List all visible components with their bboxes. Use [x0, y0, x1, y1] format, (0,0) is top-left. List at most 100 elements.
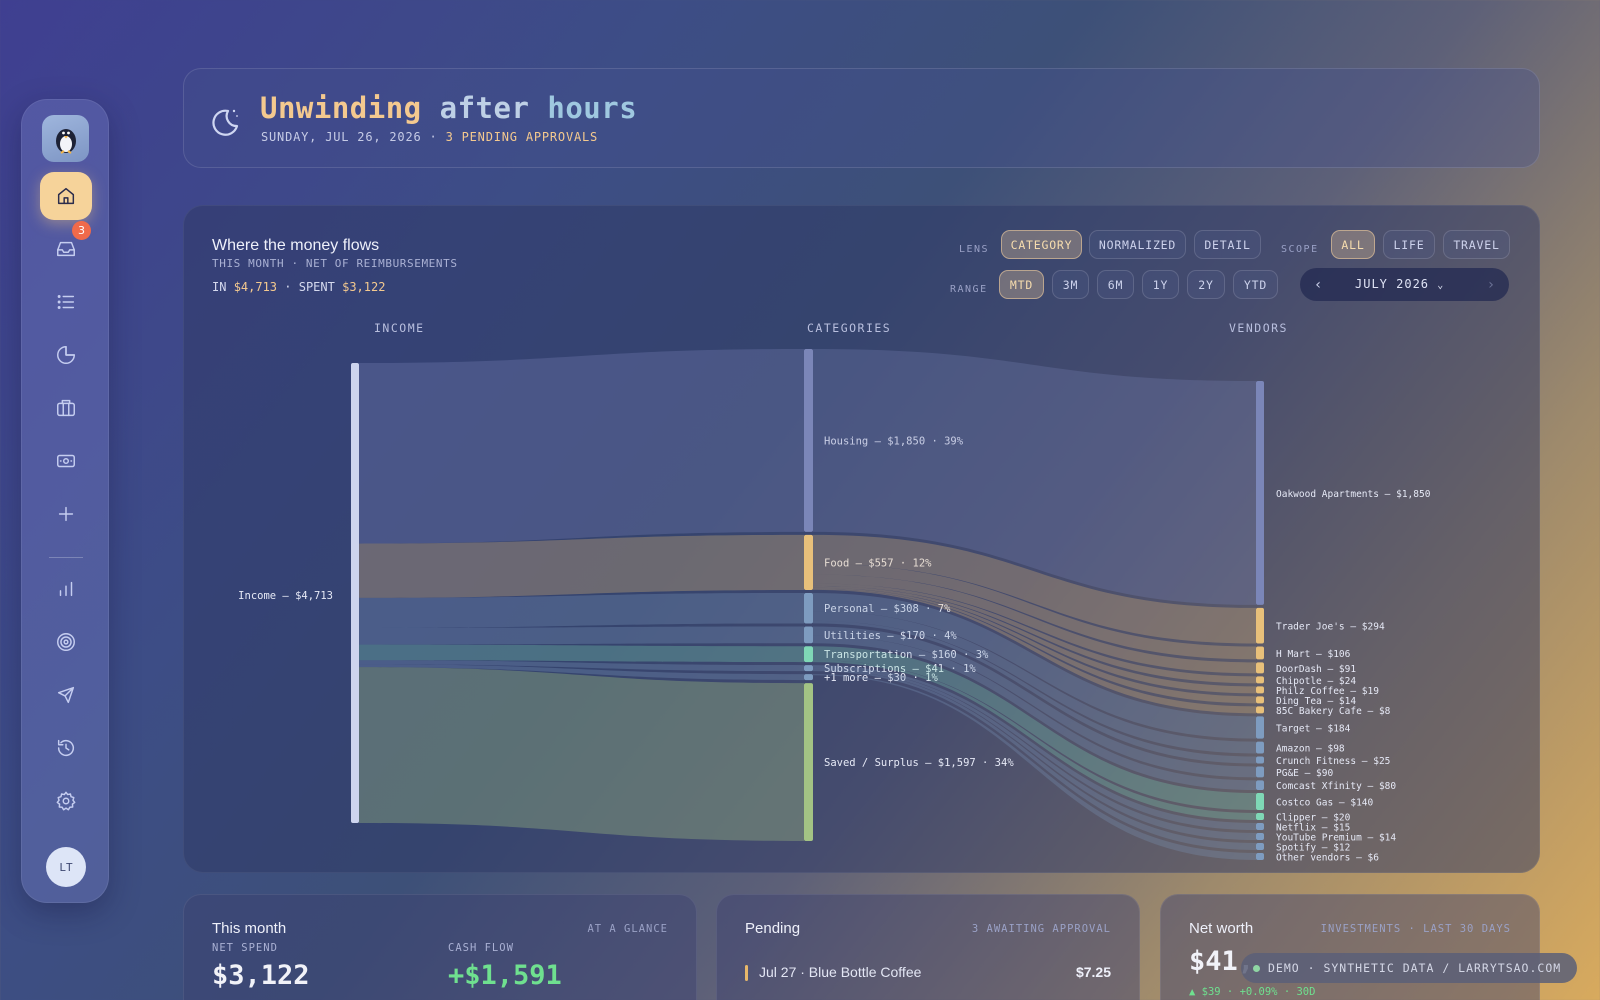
- income-label: Income – $4,713: [238, 590, 333, 602]
- flow-to-crunch-fitness: [813, 620, 1256, 764]
- vendor-node-doordash: [1256, 662, 1264, 674]
- vendor-node-amazon: [1256, 741, 1264, 754]
- nav-cash[interactable]: [40, 437, 92, 485]
- net-spend-label: NET SPEND: [212, 942, 278, 954]
- demo-banner[interactable]: DEMO · SYNTHETIC DATA / LARRYTSAO.COM: [1241, 953, 1577, 983]
- nav-inbox[interactable]: 3: [40, 221, 92, 273]
- this-month-tag: AT A GLANCE: [587, 923, 668, 935]
- sankey-chart: INCOME CATEGORIES VENDORS Income – $4,713 Ho…: [238, 321, 1431, 863]
- column-header-vendors: VENDORS: [1229, 321, 1288, 335]
- vendor-label-spotify: Spotify – $12: [1276, 842, 1350, 853]
- chevron-right-icon[interactable]: ›: [1488, 277, 1494, 293]
- vendor-node-philz-coffee: [1256, 686, 1264, 694]
- flow-to-85c-bakery-cafe: [813, 589, 1256, 714]
- nav-budgets[interactable]: [40, 331, 92, 379]
- header-date: SUNDAY, JUL 26, 2026 ·: [261, 130, 438, 144]
- vendor-label-h-mart: H Mart – $106: [1276, 649, 1351, 660]
- range-ytd-button[interactable]: YTD: [1233, 270, 1278, 299]
- income-total: $4,713: [233, 280, 278, 294]
- nav-history[interactable]: [40, 724, 92, 772]
- net-worth-title: Net worth: [1189, 920, 1254, 937]
- vendor-node-h-mart: [1256, 646, 1264, 660]
- range-label: RANGE: [950, 284, 988, 295]
- nav-add[interactable]: [40, 490, 92, 538]
- vendor-node-chipotle: [1256, 676, 1264, 684]
- category-node-subscriptions: [804, 665, 813, 672]
- vendor-label-doordash: DoorDash – $91: [1276, 664, 1356, 675]
- flow-income-to-1-more: [359, 664, 804, 681]
- flow-to-comcast-xfinity: [813, 635, 1256, 791]
- vendor-label-amazon: Amazon – $98: [1276, 744, 1345, 755]
- range-3m-button[interactable]: 3M: [1052, 270, 1089, 299]
- flow-income-to-personal: [359, 592, 804, 628]
- category-node-1-more: [804, 674, 813, 681]
- flow-income-to-food: [359, 534, 804, 598]
- chevron-left-icon[interactable]: ‹: [1315, 277, 1321, 293]
- flow-to-youtube-premium: [813, 667, 1256, 840]
- vendor-node-target: [1256, 716, 1264, 739]
- vendor-label-costco-gas: Costco Gas – $140: [1276, 798, 1374, 809]
- home-icon: [57, 187, 75, 205]
- net-worth-tag: INVESTMENTS · LAST 30 DAYS: [1320, 923, 1511, 935]
- flow-income-to-subscriptions: [359, 660, 804, 672]
- scope-life-button[interactable]: LIFE: [1383, 230, 1435, 259]
- vendor-label-netflix: Netflix – $15: [1276, 822, 1350, 833]
- target-icon: [57, 633, 75, 651]
- category-node-personal: [804, 592, 813, 624]
- vendor-node-costco-gas: [1256, 793, 1264, 810]
- lens-category-button[interactable]: CATEGORY: [1001, 230, 1082, 259]
- penguin-icon[interactable]: [42, 115, 89, 162]
- vendor-label-other-vendors: Other vendors – $6: [1276, 852, 1379, 863]
- nav-reports[interactable]: [40, 565, 92, 613]
- pending-row[interactable]: Jul 27 · Blue Bottle Coffee $7.25: [745, 961, 1111, 985]
- category-node-housing: [804, 349, 813, 532]
- nav-goals[interactable]: [40, 618, 92, 666]
- nav-settings[interactable]: [40, 777, 92, 825]
- category-label-transportation: Transportation – $160 · 3%: [824, 649, 989, 661]
- category-label-utilities: Utilities – $170 · 4%: [824, 630, 957, 642]
- flow-income-to-transportation: [359, 644, 804, 663]
- vendor-label-comcast-xfinity: Comcast Xfinity – $80: [1276, 781, 1396, 792]
- page-title: Unwinding after hours: [260, 91, 638, 125]
- greeting-header: Unwinding after hours SUNDAY, JUL 26, 20…: [183, 68, 1540, 168]
- vendor-node-ding-tea: [1256, 696, 1264, 704]
- briefcase-icon: [57, 399, 75, 417]
- gear-icon: [56, 791, 76, 811]
- flow-to-chipotle: [813, 583, 1256, 684]
- scope-travel-button[interactable]: TRAVEL: [1443, 230, 1510, 259]
- pie-chart-icon: [57, 346, 75, 364]
- vendor-node-pg-e: [1256, 766, 1264, 778]
- vendor-label-oakwood-apartments: Oakwood Apartments – $1,850: [1276, 489, 1431, 500]
- range-mtd-button[interactable]: MTD: [999, 270, 1044, 299]
- nav-transactions[interactable]: [40, 278, 92, 326]
- flow-to-pg-e: [813, 626, 1256, 778]
- status-dot: [1253, 964, 1260, 972]
- vendor-label-philz-coffee: Philz Coffee – $19: [1276, 686, 1379, 697]
- vendor-label-85c-bakery-cafe: 85C Bakery Cafe – $8: [1276, 706, 1391, 717]
- range-2y-button[interactable]: 2Y: [1187, 270, 1225, 299]
- range-6m-button[interactable]: 6M: [1097, 270, 1134, 299]
- pending-marker: [745, 965, 748, 981]
- scope-all-button[interactable]: ALL: [1331, 230, 1375, 259]
- vendor-node-netflix: [1256, 822, 1264, 830]
- flow-title: Where the money flows: [212, 237, 380, 254]
- avatar[interactable]: LT: [46, 847, 86, 887]
- moon-icon: [212, 109, 239, 136]
- lens-normalized-button[interactable]: NORMALIZED: [1089, 230, 1186, 259]
- nav-home[interactable]: [40, 172, 92, 220]
- nav-travel[interactable]: [40, 671, 92, 719]
- month-selector[interactable]: JULY 2026 ⌄: [1355, 277, 1445, 291]
- pending-approvals-link[interactable]: 3 PENDING APPROVALS: [445, 130, 599, 144]
- category-node-food: [804, 534, 813, 590]
- flow-to-spotify: [813, 669, 1256, 850]
- lens-detail-button[interactable]: DETAIL: [1194, 230, 1261, 259]
- category-label-1-more: +1 more – $30 · 1%: [824, 672, 938, 684]
- range-1y-button[interactable]: 1Y: [1142, 270, 1179, 299]
- income-node: [351, 363, 359, 823]
- flow-to-target: [813, 592, 1256, 739]
- pending-card: Pending 3 AWAITING APPROVAL Jul 27 · Blu…: [716, 894, 1140, 1000]
- category-label-food: Food – $557 · 12%: [824, 557, 932, 569]
- nav-accounts[interactable]: [40, 384, 92, 432]
- sidebar-divider: [49, 557, 83, 558]
- category-label-saved-surplus: Saved / Surplus – $1,597 · 34%: [824, 757, 1014, 769]
